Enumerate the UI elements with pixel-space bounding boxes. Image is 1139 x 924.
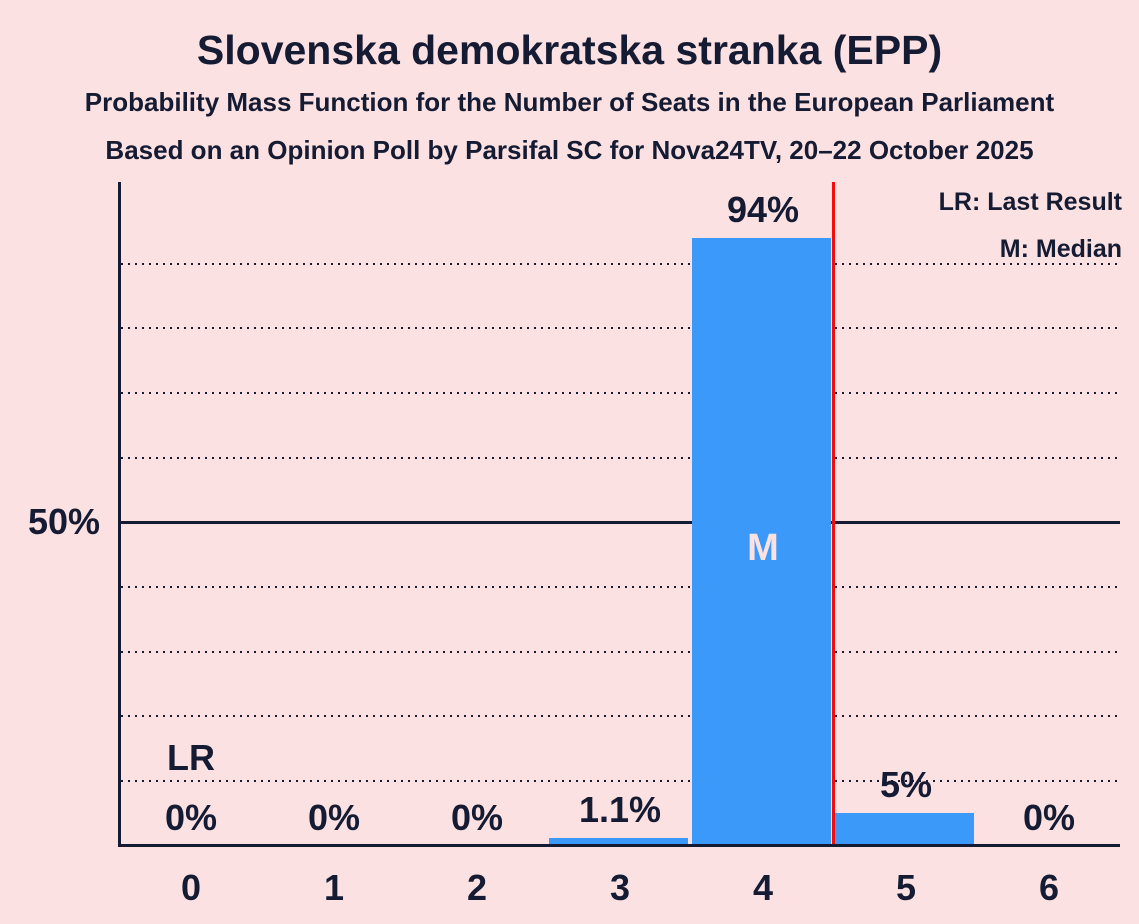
bar-seats-4 [692, 237, 831, 845]
x-tick-label: 2 [466, 867, 488, 908]
x-tick-label: 4 [752, 867, 774, 908]
bar-value-label: 0% [1022, 796, 1076, 838]
last-result-label: LR [167, 737, 215, 778]
bar-value-label: 94% [726, 188, 800, 230]
bar-value-label: 1.1% [578, 789, 662, 831]
gridline [121, 391, 1120, 394]
bar-seats-5 [835, 813, 974, 845]
bar-value-label: 5% [879, 764, 933, 806]
gridline [121, 650, 1120, 653]
chart-title: Slovenska demokratska stranka (EPP) [196, 27, 943, 73]
bar-value-label: 0% [450, 796, 504, 838]
legend: LR: Last Result M: Median [939, 179, 1122, 273]
legend-median: M: Median [999, 235, 1122, 263]
median-label: M [747, 527, 779, 569]
x-tick-label: 3 [609, 867, 631, 908]
x-tick-label: 5 [895, 867, 917, 908]
gridline [121, 715, 1120, 718]
gridline [121, 262, 1120, 265]
gridline [121, 327, 1120, 330]
x-tick-label: 6 [1038, 867, 1060, 908]
last-result-line [832, 182, 835, 847]
gridline [121, 585, 1120, 588]
bar-seats-3 [549, 838, 688, 845]
chart-subtitle: Probability Mass Function for the Number… [84, 87, 1055, 117]
legend-last-result: LR: Last Result [938, 188, 1122, 216]
x-axis-line [118, 844, 1120, 847]
gridline [121, 779, 1120, 782]
x-tick-label: 0 [180, 867, 202, 908]
bar-value-label: 0% [307, 796, 361, 838]
gridline [121, 456, 1120, 459]
y-axis-line [118, 182, 121, 847]
bar-value-label: 0% [164, 796, 218, 838]
x-tick-label: 1 [323, 867, 345, 908]
y-axis-tick-label: 50% [27, 501, 100, 542]
chart-subtitle-source: Based on an Opinion Poll by Parsifal SC … [105, 135, 1034, 165]
gridline-50 [121, 520, 1120, 524]
